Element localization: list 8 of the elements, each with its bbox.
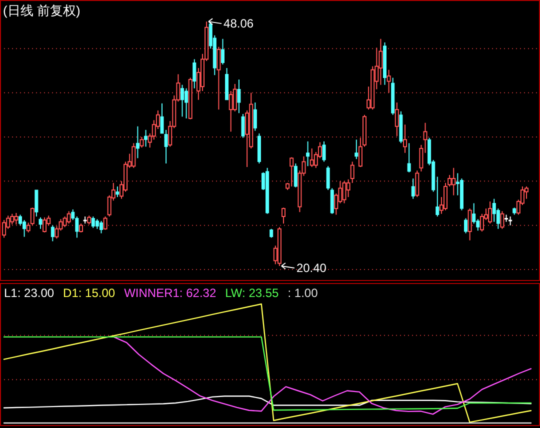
text: : 1.00 [288,286,318,300]
text: D1: 15.00 [63,286,116,300]
chart-title: (日线 前复权) [3,3,80,18]
annotation: 48.06 [224,16,254,31]
text: L1: 23.00 [4,286,54,300]
text: LW: 23.55 [225,286,280,300]
text: WINNER1: 62.32 [124,286,216,300]
annotation: 20.40 [296,260,327,275]
